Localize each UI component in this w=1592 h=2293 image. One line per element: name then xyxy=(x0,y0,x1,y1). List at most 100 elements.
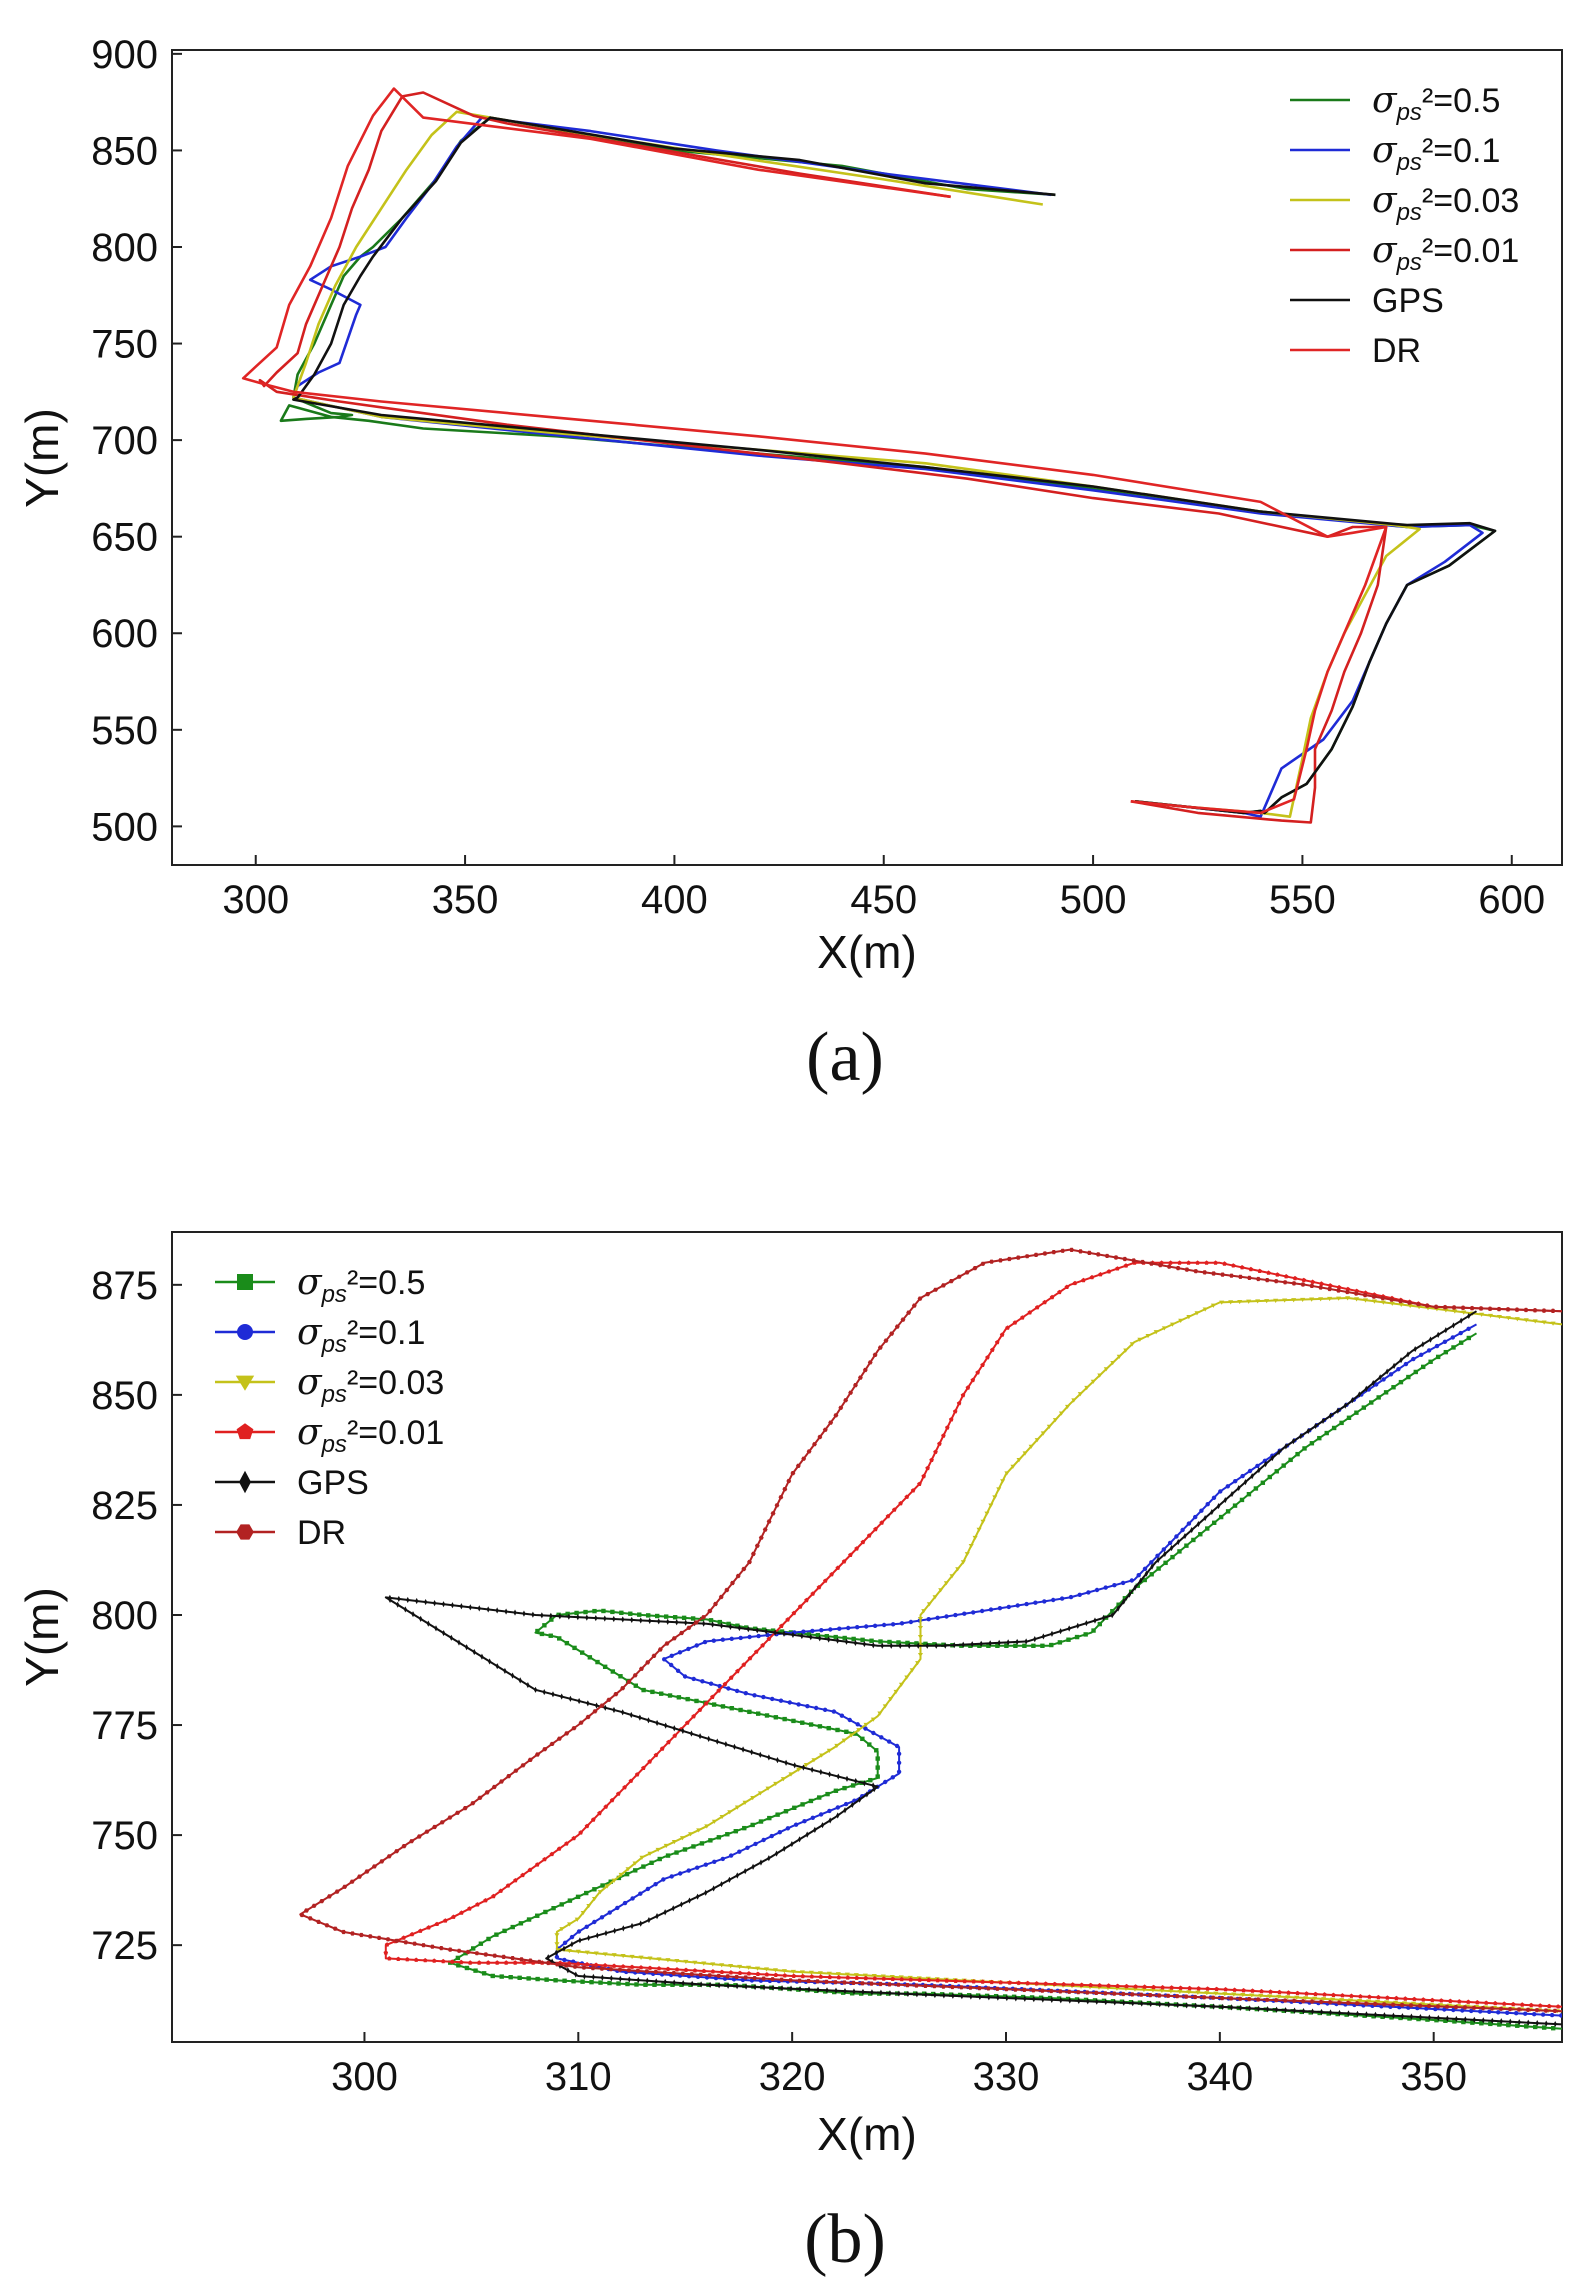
panel-b-series-5-marker xyxy=(639,1666,644,1671)
panel-b-y-tick-label-0: 725 xyxy=(91,1924,158,1968)
panel-b-series-1-marker xyxy=(669,1662,674,1668)
panel-b-series-2-marker xyxy=(960,1560,966,1565)
panel-b-series-3-marker xyxy=(1231,1263,1236,1268)
panel-b-series-2-marker xyxy=(917,1653,923,1658)
panel-b-series-4-marker xyxy=(663,1978,667,1986)
panel-b-series-1-marker xyxy=(962,1611,967,1616)
panel-b-series-4-marker xyxy=(743,1868,747,1875)
panel-b-series-0-marker xyxy=(1013,1643,1018,1649)
panel-b-series-markers-2 xyxy=(554,1296,1560,2014)
panel-b-series-2-marker xyxy=(1178,1318,1184,1323)
panel-b-series-4-marker xyxy=(419,1615,423,1622)
panel-b-series-1-marker xyxy=(1396,1367,1401,1372)
panel-b-x-tick-label-0: 300 xyxy=(331,2055,398,2099)
panel-b-series-1-marker xyxy=(686,1868,691,1873)
panel-b-series-0-marker xyxy=(584,1890,589,1896)
panel-b-series-0-marker xyxy=(878,1639,883,1644)
panel-b-series-1-marker xyxy=(1403,1361,1409,1367)
panel-b-series-5-marker xyxy=(430,1944,435,1949)
panel-b-series-4-marker xyxy=(495,1607,499,1614)
panel-b-series-5-marker xyxy=(743,1975,749,1980)
panel-b-series-2-marker xyxy=(811,1758,817,1763)
panel-b-series-5-marker xyxy=(1480,2006,1486,2011)
panel-b-series-4-marker xyxy=(1110,1612,1114,1619)
panel-b-series-2-marker xyxy=(984,1511,990,1516)
panel-b-series-0-marker xyxy=(1324,1430,1329,1436)
panel-b-series-4-marker xyxy=(1391,2012,1396,2019)
panel-b-series-4-marker xyxy=(1203,1514,1207,1522)
panel-b-series-4-marker xyxy=(1212,2003,1216,2010)
panel-b-series-5-marker xyxy=(1120,1991,1126,1997)
panel-a-legend-label-5: DR xyxy=(1372,332,1421,370)
panel-b-series-0-marker xyxy=(850,1783,856,1788)
panel-b-series-1-marker xyxy=(1211,1495,1217,1501)
panel-b-series-5-marker xyxy=(1462,2005,1468,2010)
panel-b-series-3-marker xyxy=(1257,1268,1262,1273)
panel-b-series-2-marker xyxy=(554,1933,560,1938)
panel-b-series-2-marker xyxy=(893,1689,899,1695)
panel-a-plot-frame xyxy=(171,49,1563,866)
panel-b-series-3-marker xyxy=(656,1966,662,1971)
panel-b-series-3-marker xyxy=(1089,1274,1095,1280)
panel-b-series-3-marker xyxy=(1072,1280,1078,1286)
panel-b-series-5-marker xyxy=(1042,1251,1048,1256)
panel-b-series-5-marker xyxy=(379,1859,385,1864)
panel-b-series-0-marker xyxy=(624,1871,630,1877)
panel-b-series-2-marker xyxy=(1141,1987,1147,1993)
panel-b-series-4-marker xyxy=(791,1631,795,1638)
panel-b-series-4-marker xyxy=(979,1640,983,1647)
panel-b-series-3-marker xyxy=(1537,2003,1543,2008)
panel-b-series-3-marker xyxy=(527,1867,533,1872)
panel-b-series-4-marker xyxy=(916,1642,920,1649)
panel-b-series-4-marker xyxy=(762,1984,766,1991)
panel-b-series-1-marker xyxy=(831,1709,837,1714)
panel-b-series-0-marker xyxy=(800,1802,805,1807)
panel-b-series-2-marker xyxy=(917,1617,923,1622)
panel-b-series-3-marker xyxy=(791,1973,797,1978)
panel-b-series-3-marker xyxy=(629,1964,635,1969)
panel-b-series-5-marker xyxy=(707,1973,713,1978)
panel-b-series-0-marker xyxy=(833,1634,838,1640)
panel-b-series-5-marker xyxy=(778,1495,784,1500)
panel-b-series-4-marker xyxy=(1553,2020,1557,2028)
panel-b-legend-marker-1 xyxy=(237,1324,253,1340)
panel-b-series-4-marker xyxy=(870,1989,874,1996)
panel-b-series-4-marker xyxy=(800,1632,804,1640)
panel-b-legend-label-4: GPS xyxy=(297,1464,369,1502)
panel-b-series-5-marker xyxy=(801,1456,807,1461)
panel-b-series-1-marker xyxy=(1205,1502,1210,1507)
panel-b-series-5-marker xyxy=(1407,1300,1412,1305)
panel-b-series-0-marker xyxy=(486,1936,491,1942)
panel-b-series-4-marker xyxy=(1299,1433,1303,1440)
panel-b-series-5-marker xyxy=(872,1352,878,1357)
panel-b-series-3-marker xyxy=(1133,1984,1138,1989)
panel-b-series-5-marker xyxy=(1442,1305,1448,1310)
panel-b-series-1-marker xyxy=(835,1805,840,1810)
panel-b-series-1-marker xyxy=(738,1635,743,1641)
panel-b-series-1-marker xyxy=(847,1717,852,1723)
panel-b-series-2-marker xyxy=(1318,1297,1324,1302)
panel-b-series-1-marker xyxy=(971,1610,976,1615)
panel-b-series-1-marker xyxy=(827,1808,832,1814)
panel-b-series-1-marker xyxy=(1460,2008,1465,2013)
panel-b-series-4-marker xyxy=(809,1634,813,1641)
panel-b-series-5-marker xyxy=(1192,1994,1198,2000)
panel-b-series-1-marker xyxy=(1411,1356,1416,1362)
panel-b-series-3-marker xyxy=(485,1960,491,1965)
panel-b-series-0-marker xyxy=(589,1979,594,1985)
panel-b-series-0-marker xyxy=(579,1650,585,1655)
panel-b-series-2-marker xyxy=(1505,1316,1511,1321)
panel-b-series-4-marker xyxy=(960,1993,964,2000)
panel-b-series-0-marker xyxy=(1218,1514,1224,1520)
panel-b-series-4-marker xyxy=(925,1642,929,1649)
panel-b-series-3-marker xyxy=(904,1494,910,1499)
panel-b-series-1-marker xyxy=(1174,1534,1179,1539)
panel-b-series-5-marker xyxy=(795,1463,801,1468)
panel-b-series-3-marker xyxy=(584,1823,590,1829)
panel-b-series-5-marker xyxy=(838,1405,844,1410)
panel-b-series-5-marker xyxy=(1344,1289,1350,1295)
panel-b-series-3-marker xyxy=(571,1835,577,1841)
panel-b-series-3-marker xyxy=(1301,1277,1307,1283)
panel-b-series-4-marker xyxy=(836,1812,840,1819)
panel-b-series-1-marker xyxy=(777,1830,782,1835)
